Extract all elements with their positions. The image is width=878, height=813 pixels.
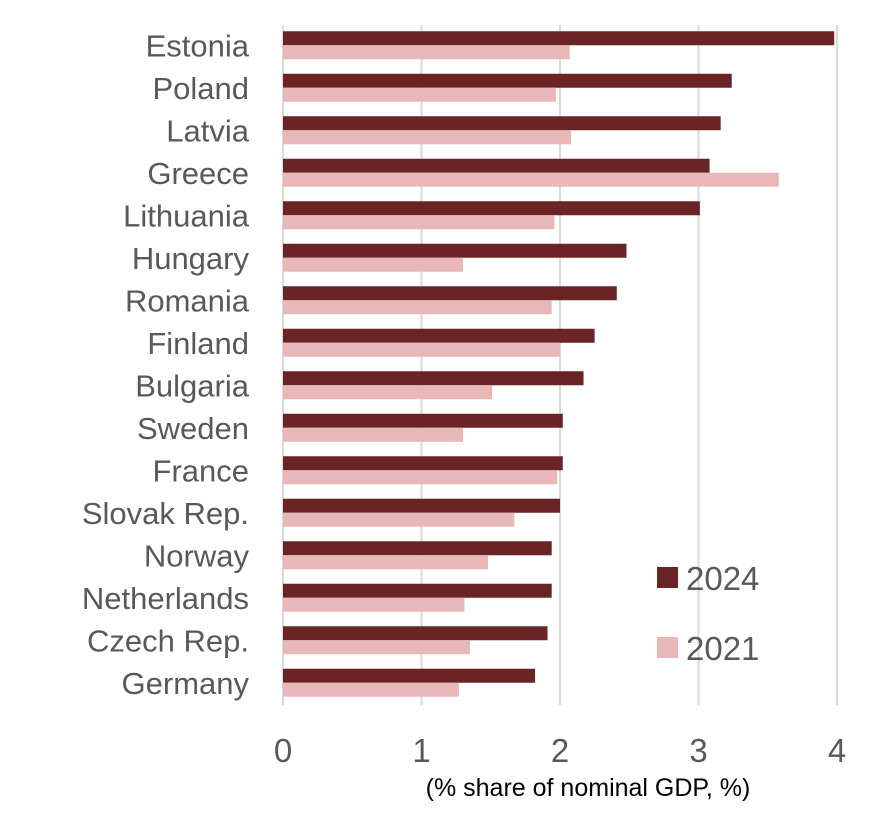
bar-2024-hungary [283,243,627,258]
category-label: Lithuania [123,198,250,233]
bar-2021-lithuania [283,215,555,230]
bar-2024-czech-rep- [283,626,548,641]
bar-2021-hungary [283,257,464,272]
bar-2024-estonia [283,31,835,46]
category-label: Hungary [132,241,250,276]
category-label: Bulgaria [135,368,249,403]
x-tick-labels: 0 1 2 3 4 [274,732,846,769]
category-label: Germany [122,666,250,701]
bars [283,31,835,697]
category-label: Sweden [137,411,249,446]
x-tick-label: 1 [412,732,430,769]
bar-2024-greece [283,158,710,173]
bar-2024-romania [283,286,617,301]
bar-2024-netherlands [283,583,552,598]
bar-2021-greece [283,172,779,187]
legend-swatch-2024 [657,567,678,588]
bar-2021-romania [283,300,552,315]
bar-2021-latvia [283,130,572,145]
x-tick-label: 4 [828,732,846,769]
bar-2024-finland [283,328,595,343]
bar-2024-france [283,456,563,471]
bar-2021-germany [283,682,459,697]
legend-label-2024: 2024 [686,560,759,597]
category-label: Norway [144,538,250,573]
category-label: Netherlands [82,581,249,616]
bar-2024-sweden [283,413,563,428]
bar-2021-netherlands [283,597,465,612]
category-label: Czech Rep. [87,623,249,658]
category-label: Poland [152,71,249,106]
legend-label-2021: 2021 [686,630,759,667]
bar-2024-slovak-rep- [283,498,560,513]
category-label: France [153,453,249,488]
bar-2021-czech-rep- [283,640,470,655]
x-axis-title: (% share of nominal GDP, %) [426,774,751,802]
bar-2024-bulgaria [283,371,584,386]
category-label: Slovak Rep. [82,496,249,531]
bar-2021-estonia [283,45,570,60]
category-label: Finland [147,326,249,361]
bar-2024-lithuania [283,201,700,216]
bar-2024-latvia [283,116,721,131]
legend: 2024 2021 [657,560,759,667]
bar-2024-germany [283,668,536,683]
bar-2021-sweden [283,427,464,442]
bar-2021-slovak-rep- [283,512,515,527]
category-labels: Estonia Poland Latvia Greece Lithuania Hungar… [82,28,250,701]
bar-2021-france [283,470,558,485]
x-tick-label: 0 [274,732,292,769]
bar-2021-poland [283,87,556,102]
bar-2024-norway [283,541,552,556]
category-label: Latvia [166,113,249,148]
category-label: Estonia [146,28,250,63]
category-label: Romania [125,283,250,318]
bar-2021-norway [283,555,488,570]
bar-2021-bulgaria [283,385,493,400]
x-tick-label: 3 [689,732,707,769]
bar-2021-finland [283,342,560,357]
bar-2024-poland [283,73,732,88]
legend-swatch-2021 [657,637,678,658]
category-label: Greece [147,156,249,191]
x-tick-label: 2 [551,732,569,769]
